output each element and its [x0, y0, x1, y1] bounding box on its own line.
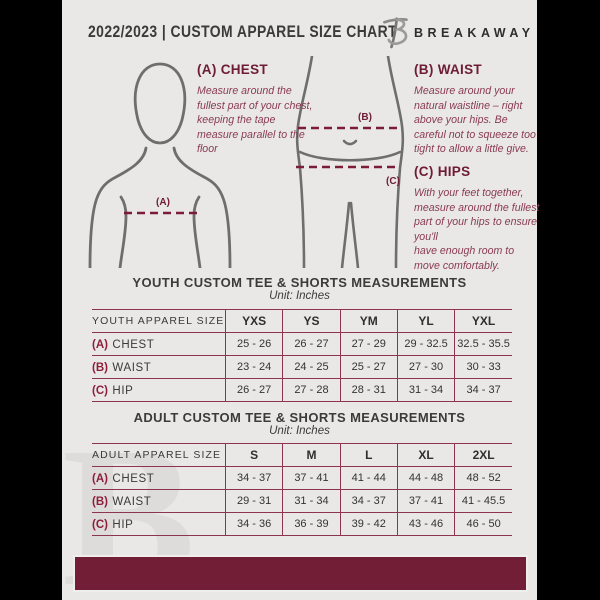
youth-chest-yl: 29 - 32.5 [396, 332, 455, 356]
row-label: HIP [112, 519, 134, 531]
row-label: CHEST [112, 339, 155, 351]
torso-diagram: (A) [88, 62, 232, 268]
adult-table-unit: Unit: Inches [269, 425, 330, 437]
youth-waist-ys: 24 - 25 [282, 355, 341, 379]
hips-line-label: (C) [386, 176, 400, 187]
youth-chest-yxl: 32.5 - 35.5 [454, 332, 512, 356]
adult-size-xl: XL [396, 443, 455, 467]
row-prefix: (A) [92, 339, 108, 351]
adult-size-m: M [282, 443, 341, 467]
youth-size-yl: YL [396, 309, 455, 333]
youth-size-table: YOUTH APPAREL SIZE YXS YS YM YL YXL (A) … [92, 309, 512, 402]
youth-header-label: YOUTH APPAREL SIZE [92, 315, 225, 327]
hips-instruction: (C) HIPS With your feet together, measur… [414, 164, 540, 274]
youth-waist-yxs: 23 - 24 [224, 355, 283, 379]
adult-chest-label: (A) CHEST [92, 467, 226, 490]
adult-header-label: ADULT APPAREL SIZE [92, 449, 222, 461]
waist-instruction: (B) WAIST Measure around your natural wa… [414, 62, 536, 157]
adult-waist-s: 29 - 31 [224, 489, 283, 513]
chest-instruction-body: Measure around the fullest part of your … [197, 85, 313, 156]
adult-chest-row: (A) CHEST 34 - 37 37 - 41 41 - 44 44 - 4… [92, 466, 512, 490]
youth-waist-yl: 27 - 30 [396, 355, 455, 379]
youth-waist-ym: 25 - 27 [339, 355, 398, 379]
adult-header-row: ADULT APPAREL SIZE S M L XL 2XL [92, 443, 512, 467]
adult-waist-m: 31 - 34 [282, 489, 341, 513]
footer-bar [73, 555, 528, 592]
youth-chest-yxs: 25 - 26 [224, 332, 283, 356]
hips-instruction-body: With your feet together, measure around … [414, 187, 540, 273]
youth-hip-ym: 28 - 31 [339, 378, 398, 402]
adult-table-title: ADULT CUSTOM TEE & SHORTS MEASUREMENTS [133, 410, 466, 425]
adult-waist-row: (B) WAIST 29 - 31 31 - 34 34 - 37 37 - 4… [92, 489, 512, 513]
chest-instruction: (A) CHEST Measure around the fullest par… [197, 62, 313, 157]
hips-instruction-heading: (C) HIPS [414, 164, 471, 179]
adult-waist-2xl: 41 - 45.5 [454, 489, 512, 513]
youth-waist-yxl: 30 - 33 [454, 355, 512, 379]
youth-chest-row: (A) CHEST 25 - 26 26 - 27 27 - 29 29 - 3… [92, 332, 512, 356]
row-label: CHEST [112, 473, 155, 485]
youth-size-ys: YS [282, 309, 341, 333]
adult-hip-label: (C) HIP [92, 513, 226, 536]
youth-table-title: YOUTH CUSTOM TEE & SHORTS MEASUREMENTS [132, 275, 467, 290]
youth-hip-label: (C) HIP [92, 379, 226, 402]
row-prefix: (B) [92, 362, 108, 374]
adult-hip-l: 39 - 42 [339, 512, 398, 536]
adult-waist-l: 34 - 37 [339, 489, 398, 513]
adult-hip-xl: 43 - 46 [396, 512, 455, 536]
breakaway-logo-icon [380, 14, 410, 55]
youth-size-yxs: YXS [224, 309, 283, 333]
youth-size-ym: YM [339, 309, 398, 333]
youth-table-unit: Unit: Inches [269, 290, 330, 302]
adult-size-table: ADULT APPAREL SIZE S M L XL 2XL (A) CHES… [92, 443, 512, 536]
adult-chest-l: 41 - 44 [339, 466, 398, 490]
page: B 2022/2023 | CUSTOM APPAREL SIZE CHART … [62, 0, 540, 600]
chest-line-label: (A) [156, 197, 170, 208]
adult-chest-2xl: 48 - 52 [454, 466, 512, 490]
adult-waist-xl: 37 - 41 [396, 489, 455, 513]
adult-size-2xl: 2XL [454, 443, 512, 467]
lower-body-diagram: (B) (C) [295, 56, 405, 268]
page-title: 2022/2023 | CUSTOM APPAREL SIZE CHART [88, 22, 398, 41]
adult-hip-s: 34 - 36 [224, 512, 283, 536]
youth-hip-ys: 27 - 28 [282, 378, 341, 402]
adult-size-l: L [339, 443, 398, 467]
youth-chest-ys: 26 - 27 [282, 332, 341, 356]
youth-chest-label: (A) CHEST [92, 333, 226, 356]
youth-header-row: YOUTH APPAREL SIZE YXS YS YM YL YXL [92, 309, 512, 333]
row-prefix: (A) [92, 473, 108, 485]
youth-size-yxl: YXL [454, 309, 512, 333]
adult-chest-xl: 44 - 48 [396, 466, 455, 490]
waist-instruction-body: Measure around your natural waistline – … [414, 85, 536, 156]
chest-instruction-heading: (A) CHEST [197, 62, 268, 77]
adult-size-s: S [224, 443, 283, 467]
youth-hip-row: (C) HIP 26 - 27 27 - 28 28 - 31 31 - 34 … [92, 378, 512, 402]
waist-line-label: (B) [358, 112, 372, 123]
row-label: WAIST [112, 362, 152, 374]
youth-hip-yxs: 26 - 27 [224, 378, 283, 402]
youth-waist-row: (B) WAIST 23 - 24 24 - 25 25 - 27 27 - 3… [92, 355, 512, 379]
waist-instruction-heading: (B) WAIST [414, 62, 482, 77]
adult-hip-m: 36 - 39 [282, 512, 341, 536]
adult-chest-s: 34 - 37 [224, 466, 283, 490]
row-label: HIP [112, 385, 134, 397]
adult-chest-m: 37 - 41 [282, 466, 341, 490]
adult-hip-row: (C) HIP 34 - 36 36 - 39 39 - 42 43 - 46 … [92, 512, 512, 536]
adult-hip-2xl: 46 - 50 [454, 512, 512, 536]
adult-waist-label: (B) WAIST [92, 490, 226, 513]
youth-hip-yl: 31 - 34 [396, 378, 455, 402]
youth-chest-ym: 27 - 29 [339, 332, 398, 356]
row-prefix: (C) [92, 385, 108, 397]
row-prefix: (C) [92, 519, 108, 531]
row-prefix: (B) [92, 496, 108, 508]
brand-name: BREAKAWAY [414, 26, 535, 40]
row-label: WAIST [112, 496, 152, 508]
youth-waist-label: (B) WAIST [92, 356, 226, 379]
youth-hip-yxl: 34 - 37 [454, 378, 512, 402]
